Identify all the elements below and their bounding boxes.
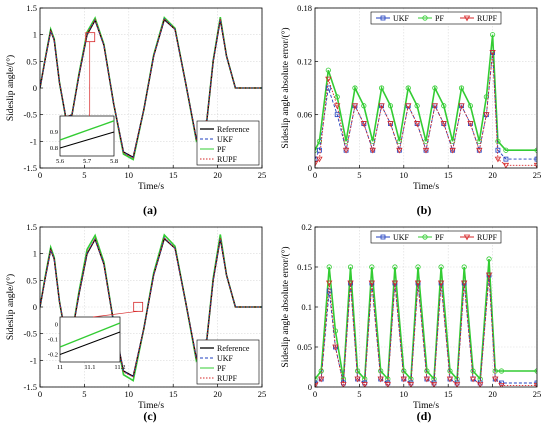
y-tick-label: 1.5 [26,3,37,13]
x-tick-label: 10 [400,389,409,399]
legend-label: RUPF [217,374,238,383]
x-tick-label: 20 [213,170,222,180]
inset-x-tick-label: 5.7 [83,158,92,165]
x-tick-label: 0 [38,389,42,399]
legend-label: UKF [393,14,410,23]
legend-label: RUPF [477,233,498,242]
legend-label: Reference [217,344,250,353]
x-tick-label: 20 [488,170,497,180]
inset-x-tick-label: 5.6 [56,158,65,165]
y-tick-label: 1 [33,30,37,40]
legend-label: RUPF [217,155,238,164]
x-tick-label: 20 [488,389,497,399]
x-tick-label: 15 [444,170,453,180]
x-tick-label: 5 [357,170,361,180]
panel-label: (b) [417,203,432,217]
inset-y-tick-label: 0.9 [50,129,58,136]
y-tick-label: -1 [30,355,37,365]
panel-label: (c) [143,409,156,423]
x-tick-label: 15 [169,170,178,180]
legend-label: UKF [217,135,234,144]
x-tick-label: 10 [125,170,134,180]
y-tick-label: -1 [30,136,37,146]
x-tick-label: 25 [533,389,542,399]
inset-y-tick-label: -0.2 [48,352,58,359]
y-tick-label: 0.5 [26,275,37,285]
chart-panel-1: 0 5 10 15 20 25 -1.5 -1 -0.5 0 0.5 1 1.5 Time/s Sidesl… [5,3,266,192]
x-tick-label: 25 [258,389,267,399]
inset-x-tick-label: 11 [57,364,63,371]
y-tick-label: -1.5 [24,382,37,392]
x-axis-label: Time/s [138,182,164,192]
x-tick-label: 10 [400,170,409,180]
y-tick-label: 0 [308,382,312,392]
x-tick-label: 5 [82,170,86,180]
inset-y-tick-label: 0.8 [50,145,58,152]
legend: UKF PF RUPF [371,231,501,243]
panel-label: (d) [417,409,432,423]
y-tick-label: 0.2 [301,222,312,232]
x-tick-label: 5 [357,389,361,399]
legend-label: UKF [393,233,410,242]
y-tick-label: 0.06 [297,110,312,120]
chart-panel-2: 0 5 10 15 20 25 0 0.06 0.12 0.18 Time/s Sideslip an… [280,3,541,192]
legend-label: PF [217,145,226,154]
plot-area [315,8,537,168]
y-tick-label: 0 [33,302,37,312]
inset-frame [60,116,114,156]
y-tick-label: 0.15 [297,262,312,272]
x-tick-label: 5 [82,389,86,399]
x-tick-label: 15 [444,389,453,399]
inset-y-tick-label: -0.1 [48,337,58,344]
legend-label: PF [435,14,444,23]
y-tick-label: 0 [308,163,312,173]
y-tick-label: 0.5 [26,56,37,66]
y-tick-label: 1.5 [26,222,37,232]
inset-x-tick-label: 5.8 [110,158,118,165]
x-axis-label: Time/s [413,182,439,192]
inset-y-tick-label: 0 [55,322,58,329]
legend-label: PF [217,364,226,373]
inset-frame [60,317,120,362]
y-axis-label: Sideslip angle/(°) [5,55,16,121]
legend-label: UKF [217,354,234,363]
y-tick-label: 0.05 [297,342,312,352]
x-tick-label: 20 [213,389,222,399]
y-axis-label: Sideslip angle absolute error/(°) [280,27,291,148]
x-tick-label: 10 [125,389,134,399]
y-tick-label: -0.5 [24,110,37,120]
y-tick-label: 0.1 [301,302,312,312]
x-tick-label: 0 [313,170,317,180]
legend-label: PF [435,233,444,242]
y-tick-label: 0.12 [297,56,312,66]
y-tick-label: -0.5 [24,329,37,339]
x-tick-label: 25 [533,170,542,180]
panel-label: (a) [143,203,157,217]
legend-label: Reference [217,125,250,134]
legend-label: RUPF [477,14,498,23]
x-tick-label: 15 [169,389,178,399]
y-axis-label: Sideslip angle/(°) [5,274,16,340]
x-tick-label: 25 [258,170,267,180]
y-tick-label: 0.18 [297,3,312,13]
inset-x-tick-label: 11.1 [84,364,95,371]
legend: UKF PF RUPF [371,12,501,24]
y-tick-label: 0 [33,83,37,93]
y-tick-label: -1.5 [24,163,37,173]
x-tick-label: 0 [313,389,317,399]
x-tick-label: 0 [38,170,42,180]
y-tick-label: 1 [33,249,37,259]
y-axis-label: Sideslip angle absolute error/(°) [280,246,291,367]
inset-x-tick-label: 11.2 [114,364,125,371]
